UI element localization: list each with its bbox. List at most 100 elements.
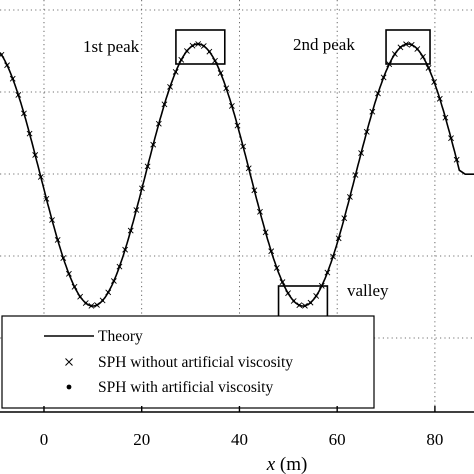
marker-dot-40 [224,86,228,90]
marker-dot-60 [337,236,340,240]
marker-dot-81 [455,158,458,162]
marker-dot-59 [331,255,335,258]
marker-dot-54 [303,304,307,308]
series-theory-line [0,43,474,307]
marker-dot-8 [45,197,48,201]
marker-dot-21 [118,265,121,268]
marker-dot-5 [28,132,31,135]
x-axis: 0 20 40 60 80 x (m) [0,406,474,474]
marker-dot-44 [247,167,251,170]
annotations: 1st peak 2nd peak valley [83,29,431,321]
marker-dot-46 [258,210,262,214]
legend-entry-2: SPH with artificial viscosity [98,379,273,396]
legend-entry-0: Theory [98,328,143,345]
marker-dot-78 [438,97,442,101]
marker-dot-67 [376,92,380,95]
marker-dot-26 [146,165,149,168]
x-tick-label-2: 40 [231,430,248,449]
marker-dot-43 [241,145,245,148]
marker-dot-0 [0,53,3,57]
marker-dot-31 [174,70,177,74]
marker-dot-10 [56,238,59,242]
legend: Theory SPH without artificial viscosity SP… [1,315,375,409]
marker-dot-79 [444,116,447,119]
marker-dot-9 [50,218,54,222]
marker-dot-6 [33,153,37,157]
marker-dot-52 [292,299,295,303]
legend-entry-1: SPH without artificial viscosity [98,354,293,371]
marker-dot-27 [151,143,155,146]
x-tick-label-3: 60 [329,430,346,449]
marker-dot-15 [84,301,88,305]
marker-dot-72 [404,42,408,46]
legend-box [1,315,375,409]
marker-dot-23 [129,229,133,232]
marker-dot-80 [449,136,453,140]
marker-dot-66 [371,110,374,114]
marker-dot-74 [416,47,419,51]
marker-dot-17 [95,303,99,307]
marker-dot-28 [157,122,161,126]
annotation-label-2: valley [347,281,389,300]
marker-dot-68 [382,76,385,79]
marker-dot-36 [202,44,206,48]
marker-dot-55 [309,301,312,304]
marker-dot-35 [196,42,200,46]
marker-dot-18 [101,299,104,302]
marker-dot-62 [348,195,352,199]
marker-dot-64 [359,151,363,155]
marker-dot-38 [213,59,217,63]
marker-dot-7 [39,175,43,179]
plot-area [0,41,474,309]
marker-dot-39 [219,71,222,75]
annotation-label-1: 2nd peak [293,35,355,54]
annotation-box-1 [385,29,431,65]
x-axis-label: x (m) [266,454,308,474]
x-axis-label-unit: (m) [275,454,307,474]
marker-dot-13 [73,285,76,289]
marker-dot-65 [365,130,369,134]
marker-dot-25 [140,187,144,190]
marker-dot-20 [112,279,116,283]
marker-dot-14 [78,295,82,298]
marker-dot-16 [90,304,93,308]
legend-x-marker [65,358,73,366]
marker-dot-70 [393,52,397,56]
marker-dot-12 [67,272,71,276]
marker-dot-75 [421,55,425,59]
marker-dot-61 [342,216,346,220]
marker-dot-53 [298,303,301,307]
marker-dot-71 [399,46,402,49]
marker-dot-33 [185,49,189,53]
marker-dot-73 [410,43,413,47]
marker-dot-77 [432,80,436,84]
marker-dot-32 [179,58,183,62]
marker-dot-30 [168,85,172,89]
marker-dot-47 [264,231,267,234]
marker-dot-45 [253,188,256,192]
marker-dot-58 [326,271,329,274]
legend-dot-marker [66,384,72,390]
marker-dot-22 [123,248,127,251]
marker-dot-48 [269,249,273,253]
x-tick-label-4: 80 [426,430,443,449]
marker-dot-2 [11,77,15,81]
marker-dot-49 [275,266,279,270]
x-axis-label-variable: x [266,454,276,474]
x-tick-label-1: 20 [133,430,150,449]
marker-dot-41 [230,104,234,108]
marker-dot-51 [286,291,290,295]
marker-dot-29 [163,103,166,106]
marker-dot-4 [22,112,26,115]
marker-dot-19 [106,291,110,294]
marker-dot-37 [208,50,211,53]
marker-dot-1 [5,63,9,67]
marker-dot-76 [427,66,430,70]
x-tick-label-0: 0 [40,430,49,449]
marker-dot-63 [354,173,357,177]
marker-dot-24 [135,208,138,212]
marker-dot-56 [314,294,318,298]
marker-dot-42 [236,124,239,127]
marker-dot-34 [191,44,194,47]
